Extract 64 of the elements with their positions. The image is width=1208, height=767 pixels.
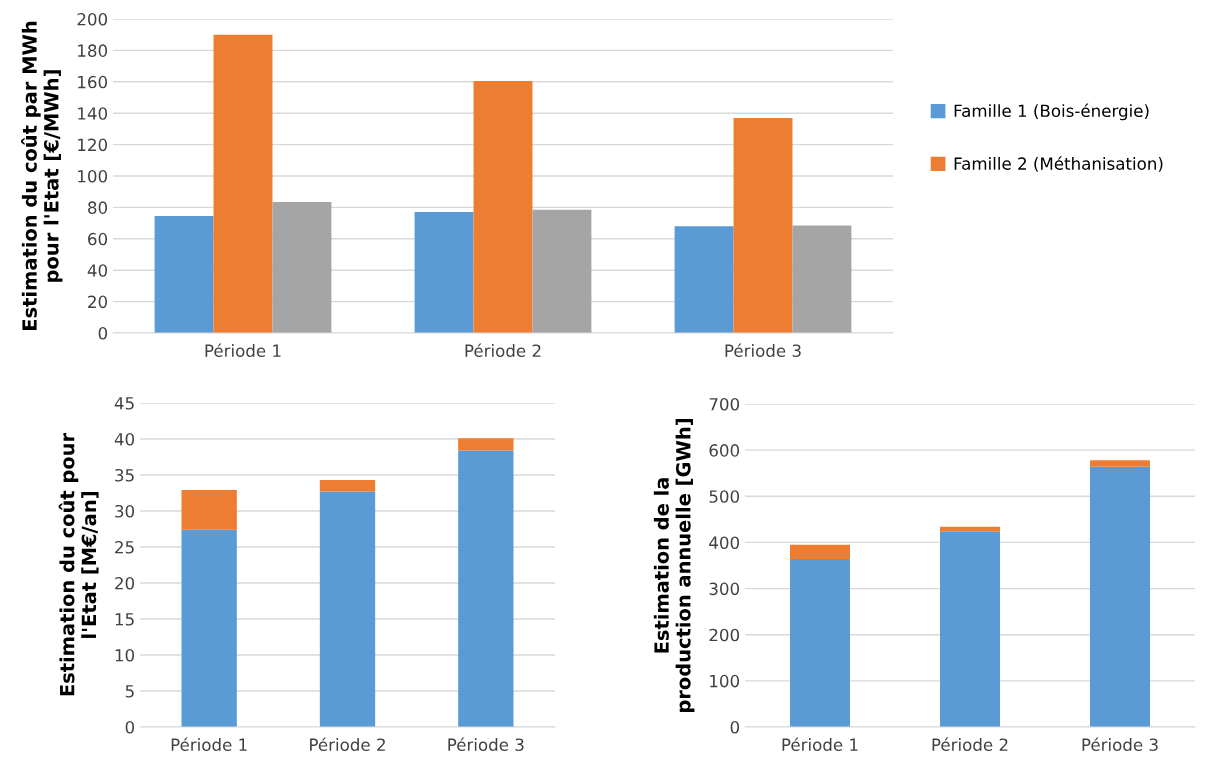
bar xyxy=(1090,466,1150,727)
y-tick-label: 80 xyxy=(88,201,108,214)
y-tick-label: 140 xyxy=(78,107,108,120)
bar xyxy=(154,216,214,333)
y-tick-label: 100 xyxy=(710,674,740,688)
y-tick-label: 600 xyxy=(709,444,740,457)
x-tick-label: Période 2 xyxy=(465,343,541,358)
bar xyxy=(792,225,852,333)
y-tick-label: 10 xyxy=(115,648,135,662)
bar xyxy=(213,34,273,333)
y-tick-label: 180 xyxy=(78,44,108,57)
bar xyxy=(414,212,474,333)
x-tick-label: Période 1 xyxy=(205,343,281,358)
y-tick-label: 500 xyxy=(709,490,740,503)
y-tick-label: 45 xyxy=(114,397,134,410)
bar xyxy=(319,480,376,492)
x-tick-label: Période 3 xyxy=(448,737,524,752)
y-tick-label: 25 xyxy=(115,540,134,554)
bar xyxy=(790,559,850,727)
bar xyxy=(674,226,734,333)
x-tick-label: Période 2 xyxy=(932,737,1008,752)
y-tick-label: 0 xyxy=(125,720,135,734)
y-axis-title: Estimation de la production annuelle [GWh] xyxy=(653,419,695,712)
y-tick-label: 30 xyxy=(115,504,135,518)
y-tick-label: 5 xyxy=(125,685,134,698)
y-tick-label: 700 xyxy=(709,397,740,411)
x-tick-label: Période 2 xyxy=(310,737,385,752)
bar xyxy=(790,544,850,560)
y-tick-label: 160 xyxy=(78,75,108,89)
bar xyxy=(940,531,1000,727)
legend-label: Famille 1 (Bois-énergie) xyxy=(954,103,1149,121)
y-tick-label: 100 xyxy=(78,169,108,183)
y-tick-label: 0 xyxy=(98,326,108,340)
y-tick-label: 15 xyxy=(115,613,134,626)
x-tick-label: Période 1 xyxy=(782,737,858,752)
y-axis-title: Estimation du coût par MWh pour l'Etat [€/MWh] xyxy=(21,21,63,330)
x-tick-label: Période 3 xyxy=(725,343,801,358)
y-tick-label: 20 xyxy=(88,295,108,309)
y-tick-label: 0 xyxy=(730,720,740,734)
y-tick-label: 20 xyxy=(115,576,135,590)
legend-label: Famille 2 (Méthanisation) xyxy=(954,156,1163,172)
bar xyxy=(319,491,376,727)
y-tick-label: 400 xyxy=(709,536,740,549)
y-tick-label: 40 xyxy=(114,432,135,446)
y-tick-label: 200 xyxy=(77,12,108,26)
bar xyxy=(733,117,793,333)
bar xyxy=(532,209,592,333)
y-tick-label: 120 xyxy=(78,138,108,152)
y-tick-label: 300 xyxy=(709,582,740,596)
bar xyxy=(181,490,237,530)
bar xyxy=(940,526,1000,532)
x-tick-label: Période 3 xyxy=(1082,737,1158,752)
bar xyxy=(272,201,332,333)
y-tick-label: 40 xyxy=(87,264,108,277)
bar xyxy=(473,81,533,333)
bar xyxy=(1090,460,1150,467)
x-tick-label: Période 1 xyxy=(171,737,247,752)
bar xyxy=(181,529,237,727)
y-tick-label: 35 xyxy=(115,468,134,482)
y-tick-label: 60 xyxy=(88,232,108,246)
bar xyxy=(458,450,514,727)
bar xyxy=(458,438,514,451)
y-axis-title: Estimation du coût pour l'Etat [M€/an] xyxy=(58,432,99,696)
y-tick-label: 200 xyxy=(709,628,740,642)
